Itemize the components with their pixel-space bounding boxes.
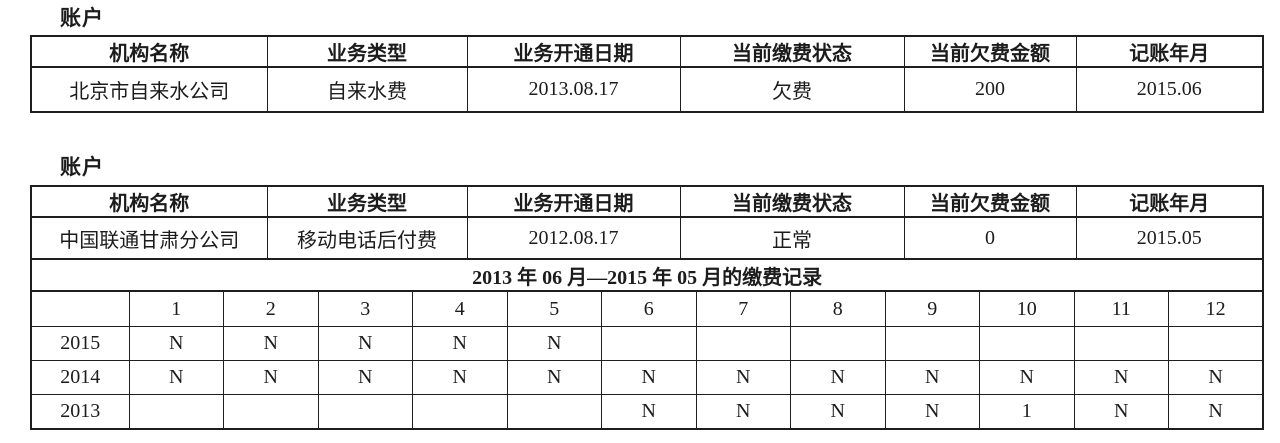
cell-business-type: 自来水费	[266, 66, 468, 113]
payment-row-2013: 2013 N N N N 1 N N	[30, 394, 1264, 430]
payment-cell: N	[790, 360, 886, 395]
payment-history-title: 2013 年 06 月—2015 年 05 月的缴费记录	[30, 258, 1264, 292]
payment-cell	[979, 326, 1075, 361]
cell-payment-status: 正常	[679, 216, 905, 260]
cell-org-name: 北京市自来水公司	[30, 66, 268, 113]
payment-cell: N	[412, 326, 508, 361]
payment-cell	[1073, 326, 1169, 361]
payment-cell	[506, 394, 602, 430]
cell-open-date: 2012.08.17	[466, 216, 681, 260]
payment-cell: N	[1073, 394, 1169, 430]
payment-cell: N	[223, 326, 319, 361]
payment-cell: N	[695, 360, 791, 395]
payment-cell: N	[1168, 360, 1264, 395]
month-header-7: 7	[695, 290, 791, 327]
month-header-6: 6	[601, 290, 697, 327]
payment-cell: N	[1168, 394, 1264, 430]
payment-cell: N	[506, 326, 602, 361]
payment-cell: N	[412, 360, 508, 395]
header-record-month: 记账年月	[1075, 185, 1264, 218]
payment-cell: N	[790, 394, 886, 430]
payment-cell: N	[506, 360, 602, 395]
header-open-date: 业务开通日期	[466, 35, 681, 68]
cell-arrears-amount: 200	[903, 66, 1077, 113]
payment-cell: N	[695, 394, 791, 430]
header-org-name: 机构名称	[30, 185, 268, 218]
header-arrears-amount: 当前欠费金额	[903, 35, 1077, 68]
payment-cell	[317, 394, 413, 430]
month-header-10: 10	[979, 290, 1075, 327]
month-header-12: 12	[1168, 290, 1264, 327]
payment-cell: N	[317, 360, 413, 395]
month-header-5: 5	[506, 290, 602, 327]
payment-cell: N	[884, 394, 980, 430]
header-payment-status: 当前缴费状态	[679, 35, 905, 68]
year-label: 2015	[30, 326, 130, 361]
header-payment-status: 当前缴费状态	[679, 185, 905, 218]
cell-record-month: 2015.05	[1075, 216, 1264, 260]
table-row: 北京市自来水公司 自来水费 2013.08.17 欠费 200 2015.06	[30, 66, 1264, 113]
header-org-name: 机构名称	[30, 35, 268, 68]
header-record-month: 记账年月	[1075, 35, 1264, 68]
month-header-11: 11	[1073, 290, 1169, 327]
month-header-4: 4	[412, 290, 508, 327]
table-header-row: 机构名称 业务类型 业务开通日期 当前缴费状态 当前欠费金额 记账年月	[30, 35, 1264, 68]
payment-cell: N	[128, 326, 224, 361]
payment-history-table: 2013 年 06 月—2015 年 05 月的缴费记录 1 2 3 4 5 6…	[30, 258, 1265, 430]
payment-cell	[412, 394, 508, 430]
cell-record-month: 2015.06	[1075, 66, 1264, 113]
payment-cell: N	[601, 394, 697, 430]
header-arrears-amount: 当前欠费金额	[903, 185, 1077, 218]
month-header-8: 8	[790, 290, 886, 327]
payment-row-2014: 2014 N N N N N N N N N N N N	[30, 360, 1264, 395]
payment-row-2015: 2015 N N N N N	[30, 326, 1264, 361]
account-table-2: 机构名称 业务类型 业务开通日期 当前缴费状态 当前欠费金额 记账年月 中国联通…	[30, 185, 1264, 260]
cell-org-name: 中国联通甘肃分公司	[30, 216, 268, 260]
year-label: 2013	[30, 394, 130, 430]
payment-cell	[1168, 326, 1264, 361]
payment-cell: N	[128, 360, 224, 395]
payment-cell	[128, 394, 224, 430]
month-header-row: 1 2 3 4 5 6 7 8 9 10 11 12	[30, 290, 1264, 327]
payment-cell	[790, 326, 886, 361]
payment-cell	[601, 326, 697, 361]
account-section-2-label: 账户	[60, 155, 104, 179]
payment-cell: N	[223, 360, 319, 395]
year-column-header	[30, 290, 130, 327]
month-header-1: 1	[128, 290, 224, 327]
payment-cell: N	[601, 360, 697, 395]
account-table-2-wrap: 机构名称 业务类型 业务开通日期 当前缴费状态 当前欠费金额 记账年月 中国联通…	[30, 185, 1265, 430]
account-table-1: 机构名称 业务类型 业务开通日期 当前缴费状态 当前欠费金额 记账年月 北京市自…	[30, 35, 1264, 113]
header-business-type: 业务类型	[266, 185, 468, 218]
payment-cell: N	[1073, 360, 1169, 395]
payment-cell: N	[317, 326, 413, 361]
cell-payment-status: 欠费	[679, 66, 905, 113]
payment-cell: N	[979, 360, 1075, 395]
table-header-row: 机构名称 业务类型 业务开通日期 当前缴费状态 当前欠费金额 记账年月	[30, 185, 1264, 218]
cell-business-type: 移动电话后付费	[266, 216, 468, 260]
month-header-9: 9	[884, 290, 980, 327]
payment-cell	[884, 326, 980, 361]
table-row: 中国联通甘肃分公司 移动电话后付费 2012.08.17 正常 0 2015.0…	[30, 216, 1264, 260]
month-header-3: 3	[317, 290, 413, 327]
payment-cell: N	[884, 360, 980, 395]
payment-cell	[695, 326, 791, 361]
payment-history-title-row: 2013 年 06 月—2015 年 05 月的缴费记录	[30, 258, 1264, 292]
account-section-1-label: 账户	[60, 6, 104, 30]
payment-cell: 1	[979, 394, 1075, 430]
payment-cell	[223, 394, 319, 430]
cell-open-date: 2013.08.17	[466, 66, 681, 113]
year-label: 2014	[30, 360, 130, 395]
header-open-date: 业务开通日期	[466, 185, 681, 218]
cell-arrears-amount: 0	[903, 216, 1077, 260]
account-table-1-wrap: 机构名称 业务类型 业务开通日期 当前缴费状态 当前欠费金额 记账年月 北京市自…	[30, 35, 1264, 113]
header-business-type: 业务类型	[266, 35, 468, 68]
month-header-2: 2	[223, 290, 319, 327]
